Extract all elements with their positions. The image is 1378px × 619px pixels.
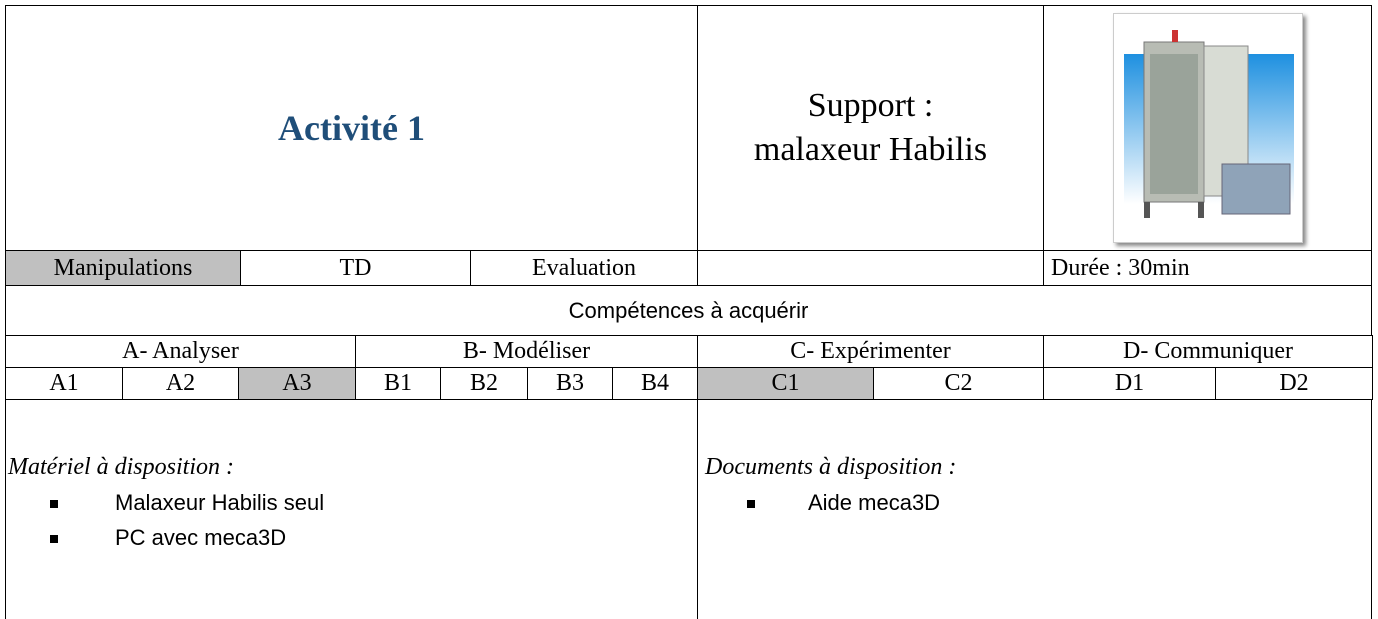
mode-cell: Manipulations <box>5 250 241 286</box>
group: B- Modéliser <box>462 338 591 364</box>
mode: TD <box>339 254 372 281</box>
skill-cell: D1 <box>1043 367 1216 400</box>
skill: A2 <box>165 370 196 396</box>
skill-cell: B3 <box>527 367 613 400</box>
skill: B4 <box>640 370 669 396</box>
bullet <box>50 535 58 543</box>
duration: Durée : 30min <box>1051 254 1190 281</box>
documents-item: Aide meca3D <box>808 490 941 515</box>
competences-cell: Compétences à acquérir <box>5 285 1372 336</box>
skill: A1 <box>49 370 79 396</box>
materiel-item: Malaxeur Habilis seul <box>115 490 325 515</box>
mode: Manipulations <box>53 254 193 281</box>
skill-cell: D2 <box>1215 367 1373 400</box>
group-cell: C- Expérimenter <box>697 335 1044 368</box>
skill: B3 <box>555 370 584 396</box>
divider <box>697 399 698 619</box>
machine-photo <box>1112 13 1303 243</box>
mode: Evaluation <box>532 254 636 281</box>
skill-cell: B1 <box>355 367 441 400</box>
materiel-item: PC avec meca3D <box>115 525 287 550</box>
duration-cell: Durée : 30min <box>1043 250 1372 286</box>
mode-cell: Evaluation <box>470 250 698 286</box>
group-cell: B- Modéliser <box>355 335 698 368</box>
support-line: Support : <box>807 87 934 124</box>
documents-title: Documents à disposition : <box>705 454 957 480</box>
group: A- Analyser <box>122 338 239 364</box>
skill: D2 <box>1279 370 1309 396</box>
materiel-title: Matériel à disposition : <box>8 454 234 480</box>
skill: D1 <box>1114 370 1145 396</box>
title-cell: Activité 1 <box>5 5 698 251</box>
skill-cell: C2 <box>873 367 1044 400</box>
bullet <box>50 500 58 508</box>
group-cell: A- Analyser <box>5 335 356 368</box>
bullet <box>747 500 755 508</box>
image-cell <box>1043 5 1372 251</box>
mode-cell: TD <box>240 250 471 286</box>
skill-cell: A2 <box>122 367 239 400</box>
resources-box <box>5 399 1372 619</box>
skill: B2 <box>469 370 498 396</box>
skill-cell: B4 <box>612 367 698 400</box>
competences-title: Compétences à acquérir <box>568 297 809 323</box>
support-line: malaxeur Habilis <box>753 131 988 168</box>
skill: A3 <box>282 370 312 396</box>
skill-cell: C1 <box>697 367 874 400</box>
support-cell: Support : malaxeur Habilis <box>697 5 1044 251</box>
group: C- Expérimenter <box>790 338 951 364</box>
empty-cell <box>697 250 1044 286</box>
title: Activité 1 <box>278 108 425 148</box>
skill: B1 <box>383 370 412 396</box>
skill-cell: B2 <box>440 367 528 400</box>
skill: C2 <box>944 370 973 396</box>
group: D- Communiquer <box>1123 338 1293 364</box>
group-cell: D- Communiquer <box>1043 335 1373 368</box>
skill-cell: A1 <box>5 367 123 400</box>
skill: C1 <box>771 370 800 396</box>
skill-cell: A3 <box>238 367 356 400</box>
